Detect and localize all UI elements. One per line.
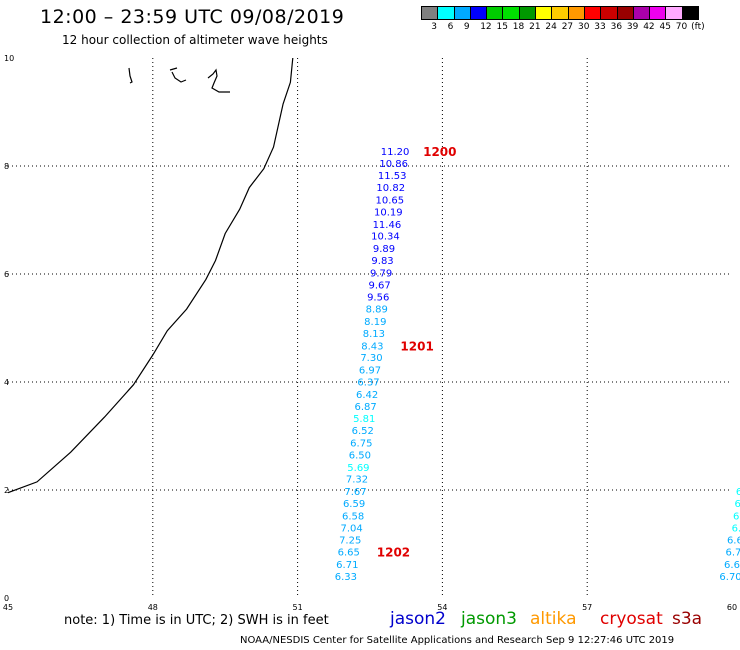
legend-label: 27 — [561, 22, 574, 32]
legend-label: 24 — [545, 22, 557, 32]
wave-height-value: 7.32 — [346, 475, 368, 486]
wave-height-value: 6. — [734, 499, 740, 510]
legend-label: 9 — [463, 22, 470, 32]
wave-height-value: 6.70 — [719, 572, 740, 583]
wave-height-value: 6.6 — [724, 560, 740, 571]
wave-height-value: 9.79 — [370, 268, 392, 279]
satellite-name-altika: altika — [530, 609, 577, 629]
wave-height-value: 6.71 — [336, 560, 358, 571]
legend-label: 12 — [480, 22, 492, 32]
legend-label: (ft) — [691, 22, 705, 32]
wave-height-value: 6.52 — [352, 426, 374, 437]
wave-height-value: 10.34 — [371, 232, 400, 243]
map-title: 12:00 – 23:59 UTC 09/08/2019 — [40, 6, 345, 28]
wave-height-value: 6. — [733, 511, 740, 522]
wave-height-value: 6.7 — [725, 548, 740, 559]
legend-label: 18 — [512, 22, 525, 32]
wave-height-value: 7.67 — [344, 487, 366, 498]
x-tick-label: 54 — [437, 603, 447, 612]
wave-height-value: 6.33 — [335, 572, 357, 583]
x-tick-label: 51 — [293, 603, 303, 612]
x-tick-label: 60 — [727, 603, 737, 612]
wave-height-value: 11.46 — [373, 220, 402, 231]
island-shape — [128, 67, 133, 84]
y-tick-label: 2 — [4, 486, 9, 495]
legend-swatch — [681, 6, 700, 20]
coastline — [8, 58, 294, 494]
wave-height-value: 10.19 — [374, 207, 403, 218]
wave-height-value: 6. — [736, 487, 740, 498]
x-tick-label: 45 — [3, 603, 13, 612]
wave-height-value: 9.83 — [371, 256, 393, 267]
legend-label: 36 — [610, 22, 623, 32]
footer-credit: NOAA/NESDIS Center for Satellite Applica… — [240, 635, 675, 646]
time-label: 1201 — [400, 339, 433, 353]
wave-height-value: 7.25 — [339, 536, 361, 547]
y-tick-label: 8 — [4, 162, 9, 171]
wave-height-value: 7.30 — [360, 353, 382, 364]
wave-height-value: 9.56 — [367, 293, 389, 304]
wave-height-legend: 3 6 9 12 15 18 21 24 27 30 33 36 39 42 45 70 (ft) — [421, 6, 705, 32]
wave-height-value: 11.20 — [381, 147, 410, 158]
wave-height-value: 7.04 — [341, 523, 363, 534]
wave-height-value: 10.86 — [379, 159, 408, 170]
island-shape — [169, 67, 187, 83]
wave-height-value: 6.50 — [349, 450, 371, 461]
wave-height-value: 6.75 — [350, 438, 372, 449]
island-shape — [207, 68, 230, 93]
x-tick-label: 48 — [148, 603, 158, 612]
legend-label: 33 — [594, 22, 606, 32]
time-label: 1200 — [423, 145, 456, 159]
wave-height-value: 8.13 — [363, 329, 385, 340]
satellite-track: 6.6.6.6.6.66.76.66.70 — [719, 487, 740, 583]
y-tick-label: 0 — [4, 594, 9, 603]
legend-label: 39 — [626, 22, 639, 32]
footer-note: note: 1) Time is in UTC; 2) SWH is in fe… — [64, 613, 329, 628]
legend-label: 42 — [643, 22, 655, 32]
legend-label: 6 — [447, 22, 454, 32]
wave-height-value: 6. — [732, 523, 740, 534]
islands — [128, 67, 230, 93]
wave-height-value: 9.67 — [369, 280, 391, 291]
map-subtitle: 12 hour collection of altimeter wave hei… — [62, 33, 328, 47]
wave-height-value: 8.89 — [366, 305, 388, 316]
y-tick-label: 10 — [4, 54, 14, 63]
legend-label: 21 — [529, 22, 541, 32]
legend-label: 3 — [431, 22, 438, 32]
wave-height-value: 10.82 — [376, 183, 405, 194]
y-tick-label: 4 — [4, 378, 9, 387]
wave-height-value: 8.43 — [361, 341, 383, 352]
legend-label: 45 — [659, 22, 671, 32]
satellite-name-jason3: jason3 — [461, 609, 517, 629]
wave-height-value: 6.87 — [355, 402, 377, 413]
legend-label: 15 — [496, 22, 508, 32]
legend-swatches — [421, 6, 700, 20]
wave-height-value: 9.89 — [373, 244, 395, 255]
wave-height-value: 6.6 — [727, 536, 740, 547]
time-label: 1202 — [377, 546, 410, 560]
wave-height-value: 6.59 — [343, 499, 365, 510]
x-tick-label: 57 — [582, 603, 592, 612]
satellite-name-cryosat: cryosat — [600, 609, 663, 629]
wave-height-value: 6.97 — [359, 366, 381, 377]
wave-height-value: 6.58 — [342, 511, 364, 522]
satellite-name-jason2: jason2 — [390, 609, 446, 629]
wave-height-value: 8.19 — [364, 317, 386, 328]
wave-height-value: 6.37 — [357, 377, 379, 388]
wave-height-value: 6.65 — [338, 548, 360, 559]
satellite-name-s3a: s3a — [672, 609, 703, 629]
wave-height-value: 10.65 — [375, 195, 404, 206]
wave-height-value: 5.81 — [353, 414, 375, 425]
wave-height-value: 11.53 — [378, 171, 407, 182]
legend-label: 70 — [675, 22, 688, 32]
legend-label: 30 — [578, 22, 590, 32]
wave-height-value: 6.42 — [356, 390, 378, 401]
wave-height-value: 5.69 — [347, 463, 369, 474]
y-tick-label: 6 — [4, 270, 9, 279]
